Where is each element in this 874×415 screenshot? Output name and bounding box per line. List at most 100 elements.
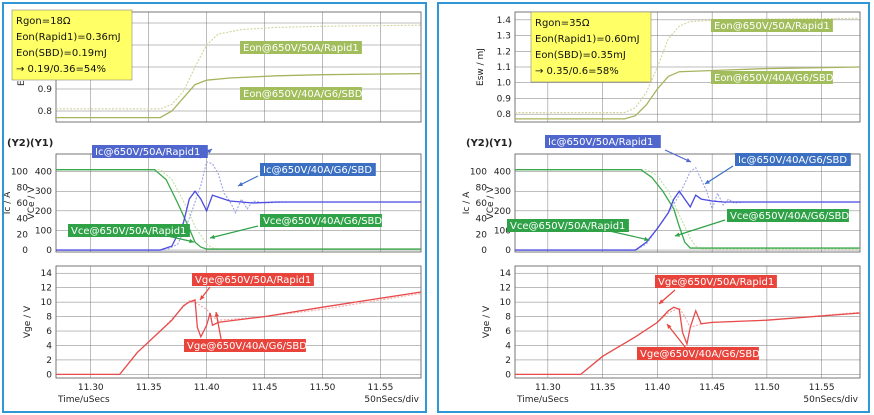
ic-arrowhead [238,182,243,186]
y1-header: (Y1) [489,138,512,149]
vge-tick-label: 6 [46,327,52,337]
y2-header: (Y2) [466,138,489,149]
vgrid-1 [514,153,861,253]
vge-tick-label: 0 [505,370,511,380]
ic-tick-label: 40 [17,215,29,225]
vge-tick-label: 2 [46,356,52,366]
vge-tick-label: 0 [46,370,52,380]
vge-tag-label: Vge@650V/40A/G6/SBD [187,341,307,352]
footer-right: 50nSecs/div [803,395,858,405]
vge-tag-label: Vge@650V/40A/G6/SBD [640,349,760,360]
note-line: Rgon=35Ω [535,18,590,29]
vce-tick-label: 100 [494,226,511,236]
vce-tick-label: 200 [494,207,511,217]
esw-tag-label: Eon@650V/40A/G6/SBD [714,73,834,84]
x-tick-label: 11.30 [535,383,561,393]
ic-tick-label: 60 [476,199,488,209]
vge-arrowhead [659,299,664,304]
x-tick-label: 11.35 [590,383,616,393]
icvce-series-1 [515,169,860,249]
vge-tick-label: 12 [41,284,52,294]
vge-tick-label: 14 [41,269,53,279]
vgrid-2 [55,265,422,379]
note-line: Eon(SBD)=0.19mJ [16,48,107,59]
vge-tick-label: 8 [46,313,52,323]
plot-frame [514,153,861,253]
ic-tag-label: Ic@650V/40A/G6/SBD [738,155,847,166]
x-tick-label: 11.40 [194,383,220,393]
chart-panel-right: 0.8 0.9 1.0 1.1 1.2 1.3 1.4 Esw / mJ Rgon=35Ω Eon… [462,11,861,405]
vge-tag-bg [192,273,314,286]
vge-tag-label: Vge@650V/50A/Rapid1 [195,275,311,286]
plot-frame [55,265,422,379]
ic-arrowhead [675,232,680,237]
ic-tag-bg [260,214,382,227]
ic-arrow [674,219,726,237]
y2-header: (Y2) [7,138,30,149]
plot-frame [55,153,422,253]
vgrid-1 [55,153,422,253]
vge-series-1 [56,291,422,376]
esw-tick-label: 0.8 [38,107,53,117]
ic-tag-bg [260,163,376,176]
ic-tag-bg [545,135,661,148]
x-tick-label: 11.50 [754,383,780,393]
vce-axis-label: VCe / V [27,186,37,220]
vce-tick-label: 0 [505,246,511,256]
ic-tick-label: 60 [17,199,29,209]
x-tick-label: 11.50 [310,383,336,393]
ic-tick-label: 80 [17,183,29,193]
ic-tag-label: Ic@650V/50A/Rapid1 [95,147,200,158]
ic-arrowhead [207,149,212,154]
ic-tick-label: 0 [22,246,28,256]
note-box [530,11,652,83]
ic-tag-bg [735,153,851,166]
note-line: Rgon=18Ω [16,16,71,27]
x-tick-label: 11.40 [644,383,670,393]
ic-tick-label: 20 [17,230,29,240]
vge-tag-label: Vge@650V/50A/Rapid1 [658,277,774,288]
ic-arrowhead [686,158,691,163]
vge-tick-label: 6 [505,327,511,337]
footer-right: 50nSecs/div [364,395,419,405]
vge-tick-label: 8 [505,313,511,323]
ic-tag-label: Ic@650V/50A/Rapid1 [548,137,653,148]
chart-panel-left: 0.80.91.01.11.2Esw / mJRgon=18ΩEon(Rapid… [3,9,422,405]
vge-tag-bg [184,339,306,352]
ic-arrowhead [189,238,194,244]
ic-arrow [704,165,734,185]
note-box [11,9,133,81]
ic-arrowhead [644,236,649,242]
note-line: Eon(Rapid1)=0.36mJ [16,32,121,43]
esw-tag-bg [711,19,833,32]
icvce-series-3 [515,190,860,251]
x-tick-label: 11.30 [78,383,104,393]
ic-tag-bg [92,145,208,158]
footer-left: Time/uSecs [57,395,110,405]
vge-tick-label: 12 [500,284,511,294]
esw-tick-label: 1.3 [497,32,511,42]
panel-right: 0.8 0.9 1.0 1.1 1.2 1.3 1.4 Esw / mJ Rgon=35Ω Eon… [437,2,870,413]
esw-tag-bg [240,87,362,100]
footer-left: Time/uSecs [516,395,569,405]
x-tick-label: 11.45 [699,383,725,393]
esw-axis-label: Esw / mJ [476,48,486,86]
y1-header: (Y1) [30,138,53,149]
vge-arrowhead [667,324,672,329]
vge-tick-label: 14 [500,269,512,279]
panel-left: 0.80.91.01.11.2Esw / mJRgon=18ΩEon(Rapid… [2,2,427,413]
vge-axis-label: Vge / V [482,305,492,338]
vge-grid [56,272,421,375]
vge-arrowhead [200,295,205,300]
vge-tag-bg [637,347,759,360]
esw-tick-label: 1.0 [497,79,512,89]
x-tick-label: 11.45 [252,383,278,393]
ic-tick-label: 80 [476,183,488,193]
vge-tick-label: 2 [505,356,511,366]
vge-arrowhead [214,312,219,317]
vce-tick-label: 0 [46,246,52,256]
vge-tick-label: 10 [500,298,512,308]
ic-arrow [664,149,692,163]
ic-tick-label: 100 [470,168,487,178]
vce-tick-label: 300 [35,187,52,197]
